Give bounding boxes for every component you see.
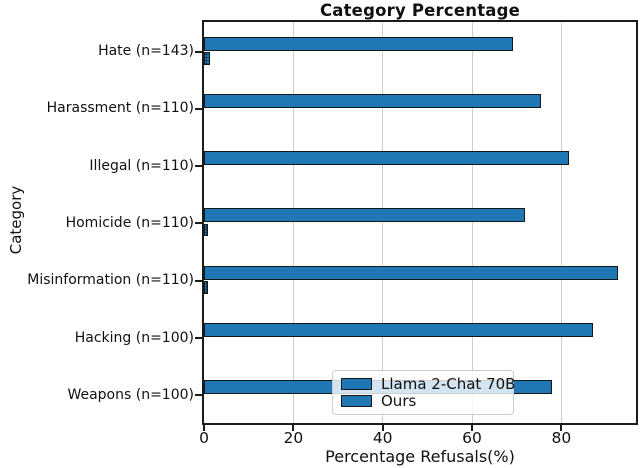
- y-tick-label: Misinformation (n=110): [27, 272, 194, 289]
- y-tick-mark: [195, 50, 202, 53]
- x-axis-label: Percentage Refusals(%): [325, 447, 515, 466]
- x-tick-mark: [381, 425, 384, 431]
- x-tick-mark: [292, 425, 295, 431]
- bar-llama-2-chat-70b-homicide-n-110: [204, 208, 525, 223]
- gridline-x-60: [471, 22, 473, 423]
- gridline-x-20: [292, 22, 294, 423]
- plot-area: [202, 20, 638, 425]
- x-tick-label: 0: [199, 429, 209, 447]
- gridline-x-80: [560, 22, 562, 423]
- bar-ours-hate-n-143: [204, 52, 211, 65]
- y-tick-mark: [195, 107, 202, 110]
- x-tick-mark: [203, 425, 205, 431]
- legend-item-llama-2-chat-70b: Llama 2-Chat 70B: [341, 376, 515, 392]
- y-tick-label: Hacking (n=100): [74, 329, 194, 346]
- y-tick-mark: [195, 279, 202, 282]
- chart-title: Category Percentage: [319, 1, 521, 20]
- y-tick-mark: [195, 394, 202, 397]
- x-tick-label: 40: [372, 429, 393, 447]
- y-tick-mark: [195, 222, 202, 225]
- x-tick-label: 80: [551, 429, 572, 447]
- y-tick-label: Illegal (n=110): [89, 157, 194, 174]
- legend-label: Ours: [381, 392, 417, 411]
- legend-label: Llama 2-Chat 70B: [381, 374, 516, 393]
- bar-llama-2-chat-70b-hate-n-143: [204, 36, 514, 51]
- bar-llama-2-chat-70b-hacking-n-100: [204, 323, 593, 337]
- y-tick-label: Weapons (n=100): [67, 386, 194, 403]
- y-tick-mark: [195, 337, 202, 339]
- y-tick-label: Homicide (n=110): [65, 214, 194, 231]
- legend-swatch-llama-2-chat-70b: [341, 377, 372, 390]
- y-tick-label: Harassment (n=110): [46, 100, 194, 117]
- gridline-x-40: [382, 22, 384, 423]
- legend-swatch-ours: [341, 395, 372, 408]
- legend: Llama 2-Chat 70B Ours: [332, 370, 515, 415]
- bar-llama-2-chat-70b-misinformation-n-110: [204, 265, 619, 280]
- x-tick-mark: [560, 425, 563, 431]
- x-tick-label: 60: [462, 429, 482, 447]
- bar-llama-2-chat-70b-illegal-n-110: [204, 151, 570, 166]
- bar-ours-homicide-n-110: [204, 223, 209, 237]
- legend-item-ours: Ours: [341, 393, 505, 409]
- y-tick-label: Hate (n=143): [98, 43, 194, 59]
- x-tick-label: 20: [283, 429, 304, 447]
- y-tick-mark: [195, 165, 202, 168]
- bar-llama-2-chat-70b-harassment-n-110: [204, 93, 542, 108]
- bar-ours-misinformation-n-110: [204, 281, 209, 294]
- x-tick-mark: [471, 425, 474, 431]
